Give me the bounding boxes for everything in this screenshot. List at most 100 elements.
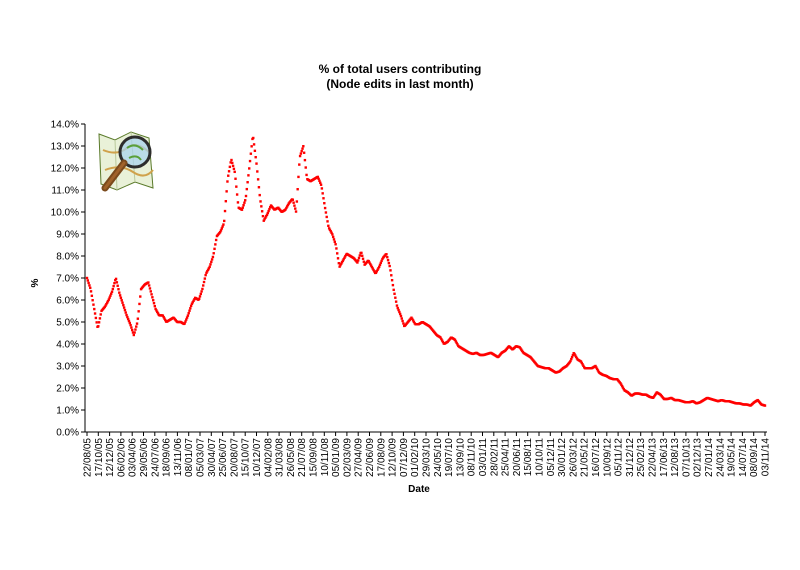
data-point bbox=[344, 255, 347, 258]
data-point bbox=[134, 328, 137, 331]
data-point bbox=[189, 307, 192, 310]
data-point bbox=[331, 235, 335, 239]
data-point bbox=[108, 296, 111, 299]
data-point bbox=[234, 177, 237, 180]
data-point bbox=[339, 263, 342, 267]
data-point bbox=[386, 258, 390, 262]
data-point bbox=[105, 302, 108, 306]
data-point bbox=[248, 167, 251, 170]
data-point bbox=[214, 243, 217, 246]
data-point bbox=[262, 219, 265, 222]
data-point bbox=[199, 292, 203, 296]
data-point bbox=[293, 204, 296, 207]
y-tick-label: 11.0% bbox=[51, 186, 79, 197]
y-tick-label: 7.0% bbox=[56, 274, 79, 285]
x-tick-label: 26/05/08 bbox=[286, 438, 297, 477]
data-point bbox=[130, 326, 133, 329]
data-point bbox=[91, 299, 94, 302]
data-point bbox=[300, 149, 303, 153]
data-point bbox=[653, 394, 656, 398]
data-point bbox=[107, 298, 110, 301]
data-point bbox=[261, 214, 265, 218]
data-point bbox=[285, 206, 288, 210]
data-point bbox=[571, 353, 575, 357]
data-point bbox=[328, 228, 332, 232]
data-point bbox=[411, 319, 415, 322]
x-tick-label: 16/07/12 bbox=[591, 438, 602, 477]
data-point bbox=[400, 317, 403, 320]
data-point bbox=[147, 281, 150, 284]
data-point bbox=[285, 205, 289, 208]
data-point bbox=[595, 366, 598, 369]
data-point bbox=[574, 355, 578, 359]
data-point bbox=[90, 294, 94, 297]
data-point bbox=[298, 154, 302, 158]
data-point bbox=[245, 187, 249, 191]
data-point bbox=[129, 323, 132, 327]
data-point bbox=[110, 290, 114, 293]
data-point bbox=[336, 257, 340, 260]
data-point bbox=[335, 247, 338, 250]
data-point bbox=[441, 340, 445, 344]
data-point bbox=[148, 287, 152, 290]
data-point bbox=[116, 284, 119, 287]
y-tick-label: 4.0% bbox=[56, 340, 79, 351]
data-point bbox=[292, 201, 295, 204]
y-tick-label: 10.0% bbox=[51, 208, 79, 219]
data-point bbox=[89, 290, 93, 293]
data-point bbox=[133, 331, 136, 334]
data-point bbox=[304, 166, 307, 169]
data-point bbox=[368, 261, 371, 264]
data-point bbox=[375, 270, 378, 273]
data-point bbox=[381, 257, 384, 261]
data-point bbox=[154, 307, 157, 311]
data-point bbox=[256, 170, 259, 173]
x-tick-label: 21/05/12 bbox=[580, 438, 591, 477]
data-point bbox=[118, 291, 121, 294]
data-point bbox=[378, 263, 382, 267]
data-point bbox=[321, 192, 324, 195]
data-point bbox=[249, 152, 253, 155]
data-point bbox=[112, 284, 115, 288]
data-point bbox=[260, 205, 263, 208]
data-point bbox=[151, 299, 155, 302]
x-tick-label: 14/07/14 bbox=[738, 438, 749, 477]
data-point bbox=[340, 262, 343, 265]
data-point bbox=[357, 256, 361, 260]
data-point bbox=[361, 257, 365, 260]
data-point bbox=[570, 357, 573, 361]
data-point bbox=[294, 210, 298, 213]
data-point bbox=[230, 158, 233, 162]
data-point bbox=[367, 259, 370, 263]
data-point bbox=[131, 331, 135, 334]
data-point bbox=[149, 290, 152, 293]
data-point bbox=[202, 280, 206, 284]
data-point bbox=[147, 284, 151, 287]
x-tick-label: 10/12/07 bbox=[252, 438, 263, 477]
data-point bbox=[235, 185, 238, 188]
x-tick-label: 15/10/07 bbox=[241, 438, 252, 477]
x-tick-label: 15/09/08 bbox=[309, 438, 320, 477]
y-tick-label: 0.0% bbox=[56, 428, 79, 439]
x-tick-label: 05/01/09 bbox=[331, 438, 342, 477]
x-tick-label: 20/06/11 bbox=[512, 438, 523, 477]
data-point bbox=[186, 314, 190, 317]
data-point bbox=[455, 341, 458, 345]
data-point bbox=[519, 347, 522, 350]
x-tick-label: 18/09/06 bbox=[162, 438, 173, 477]
data-point bbox=[395, 304, 399, 307]
data-point bbox=[138, 302, 141, 306]
data-point bbox=[227, 170, 231, 173]
data-point bbox=[574, 354, 577, 357]
data-point bbox=[161, 314, 165, 317]
data-point bbox=[228, 165, 232, 169]
data-point bbox=[393, 292, 396, 295]
x-tick-label: 08/11/10 bbox=[467, 438, 478, 477]
data-point bbox=[398, 312, 402, 316]
data-point bbox=[184, 320, 187, 323]
data-point bbox=[128, 321, 131, 325]
data-point bbox=[103, 305, 106, 309]
data-point bbox=[621, 386, 625, 389]
data-point bbox=[85, 276, 89, 280]
data-point bbox=[342, 258, 345, 261]
